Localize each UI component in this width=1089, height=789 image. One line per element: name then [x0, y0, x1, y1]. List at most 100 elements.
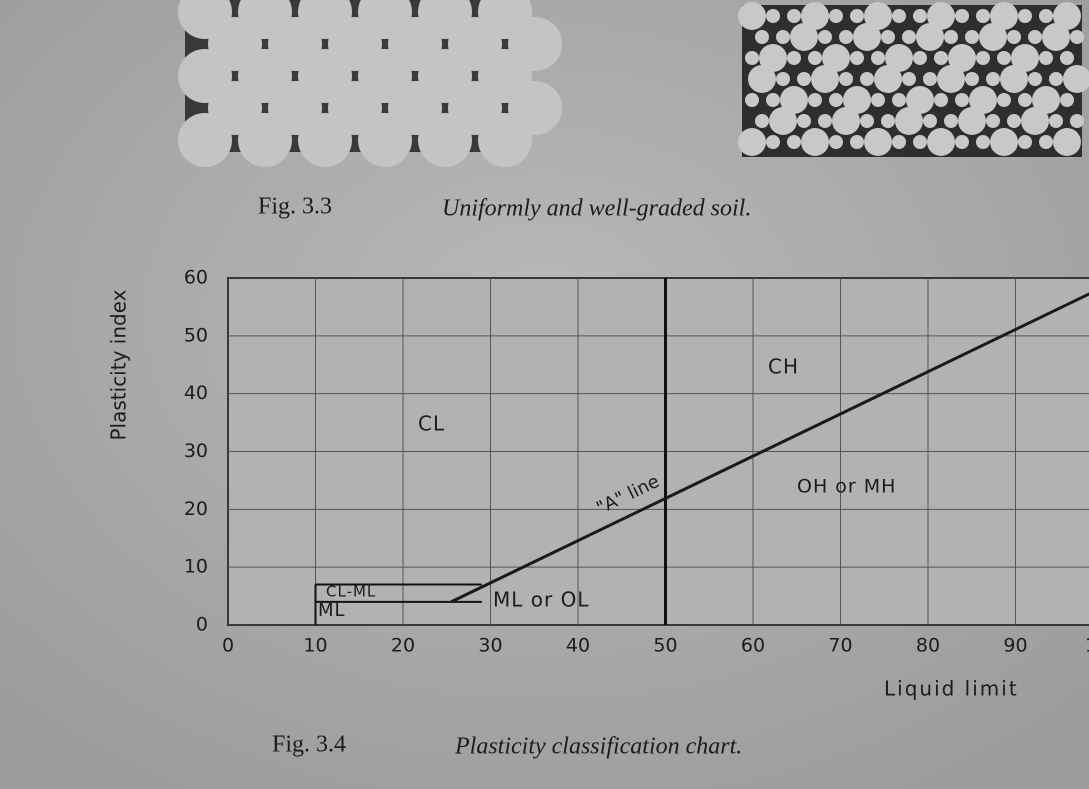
- grain: [818, 114, 832, 128]
- grain: [923, 72, 937, 86]
- grain: [990, 2, 1018, 30]
- grain: [822, 44, 850, 72]
- y-tick-label: 40: [184, 382, 208, 404]
- grain: [1070, 30, 1084, 44]
- grain: [860, 114, 874, 128]
- figure-number: Fig. 3.3: [258, 194, 332, 220]
- grain: [955, 93, 969, 107]
- region-label: CL: [418, 412, 445, 436]
- grain: [965, 30, 979, 44]
- grain: [944, 114, 958, 128]
- grain: [937, 65, 965, 93]
- grain: [797, 114, 811, 128]
- grain: [923, 114, 937, 128]
- x-tick-label: 80: [916, 635, 940, 657]
- grain: [955, 135, 969, 149]
- grain: [892, 9, 906, 23]
- grain: [955, 9, 969, 23]
- grain: [1053, 2, 1081, 30]
- grain: [871, 51, 885, 65]
- y-tick-label: 50: [184, 324, 208, 346]
- grain: [906, 86, 934, 114]
- grain: [944, 30, 958, 44]
- grain: [843, 86, 871, 114]
- grain: [958, 107, 986, 135]
- grain: [1032, 86, 1060, 114]
- grain: [969, 86, 997, 114]
- grain: [418, 113, 472, 167]
- grain: [755, 114, 769, 128]
- grain: [1028, 72, 1042, 86]
- grain: [1070, 114, 1084, 128]
- x-tick-label: 20: [391, 635, 415, 657]
- grain: [238, 113, 292, 167]
- grain: [787, 9, 801, 23]
- grain: [850, 51, 864, 65]
- grain: [766, 9, 780, 23]
- grain: [881, 114, 895, 128]
- region-label: ML or OL: [493, 588, 589, 612]
- grain: [1000, 65, 1028, 93]
- grain: [885, 44, 913, 72]
- grain: [864, 128, 892, 156]
- grain: [976, 9, 990, 23]
- grain: [997, 51, 1011, 65]
- grain: [934, 93, 948, 107]
- grain: [1018, 9, 1032, 23]
- grain: [860, 72, 874, 86]
- grain: [839, 30, 853, 44]
- grain: [979, 23, 1007, 51]
- grain: [1007, 114, 1021, 128]
- grain: [934, 51, 948, 65]
- grain: [829, 135, 843, 149]
- x-tick-label: 50: [653, 635, 677, 657]
- grain: [990, 128, 1018, 156]
- grain: [913, 51, 927, 65]
- grain: [745, 93, 759, 107]
- grain: [965, 72, 979, 86]
- region-label: ML: [318, 600, 346, 621]
- grain: [874, 65, 902, 93]
- grain: [755, 30, 769, 44]
- x-tick-label: 40: [566, 635, 590, 657]
- y-tick-label: 60: [184, 267, 208, 289]
- grain: [913, 135, 927, 149]
- grain: [780, 86, 808, 114]
- grain: [1039, 135, 1053, 149]
- grain: [808, 51, 822, 65]
- grain: [832, 107, 860, 135]
- region-label: OH or MH: [797, 476, 896, 498]
- grain: [766, 93, 780, 107]
- grain: [948, 44, 976, 72]
- region-label: CH: [768, 355, 799, 379]
- grain: [902, 30, 916, 44]
- grain: [1018, 135, 1032, 149]
- grain: [1007, 30, 1021, 44]
- grain: [895, 107, 923, 135]
- grain: [1053, 128, 1081, 156]
- grain: [738, 2, 766, 30]
- grain: [769, 107, 797, 135]
- grain: [748, 65, 776, 93]
- grain: [902, 72, 916, 86]
- grain: [766, 135, 780, 149]
- grain: [738, 128, 766, 156]
- grain: [1060, 93, 1074, 107]
- x-tick-label: 70: [828, 635, 852, 657]
- grain: [776, 72, 790, 86]
- grain: [986, 114, 1000, 128]
- grain: [839, 72, 853, 86]
- grain: [1042, 23, 1070, 51]
- grain: [916, 23, 944, 51]
- x-tick-label: 60: [741, 635, 765, 657]
- a-line: [450, 292, 1089, 604]
- grain: [881, 30, 895, 44]
- uniform-soil-image: [178, 0, 562, 167]
- grain: [1063, 65, 1089, 93]
- y-tick-label: 20: [184, 498, 208, 520]
- grain: [976, 51, 990, 65]
- figure-caption: Uniformly and well-graded soil.: [442, 196, 751, 222]
- y-tick-label: 10: [184, 556, 208, 578]
- grain: [976, 135, 990, 149]
